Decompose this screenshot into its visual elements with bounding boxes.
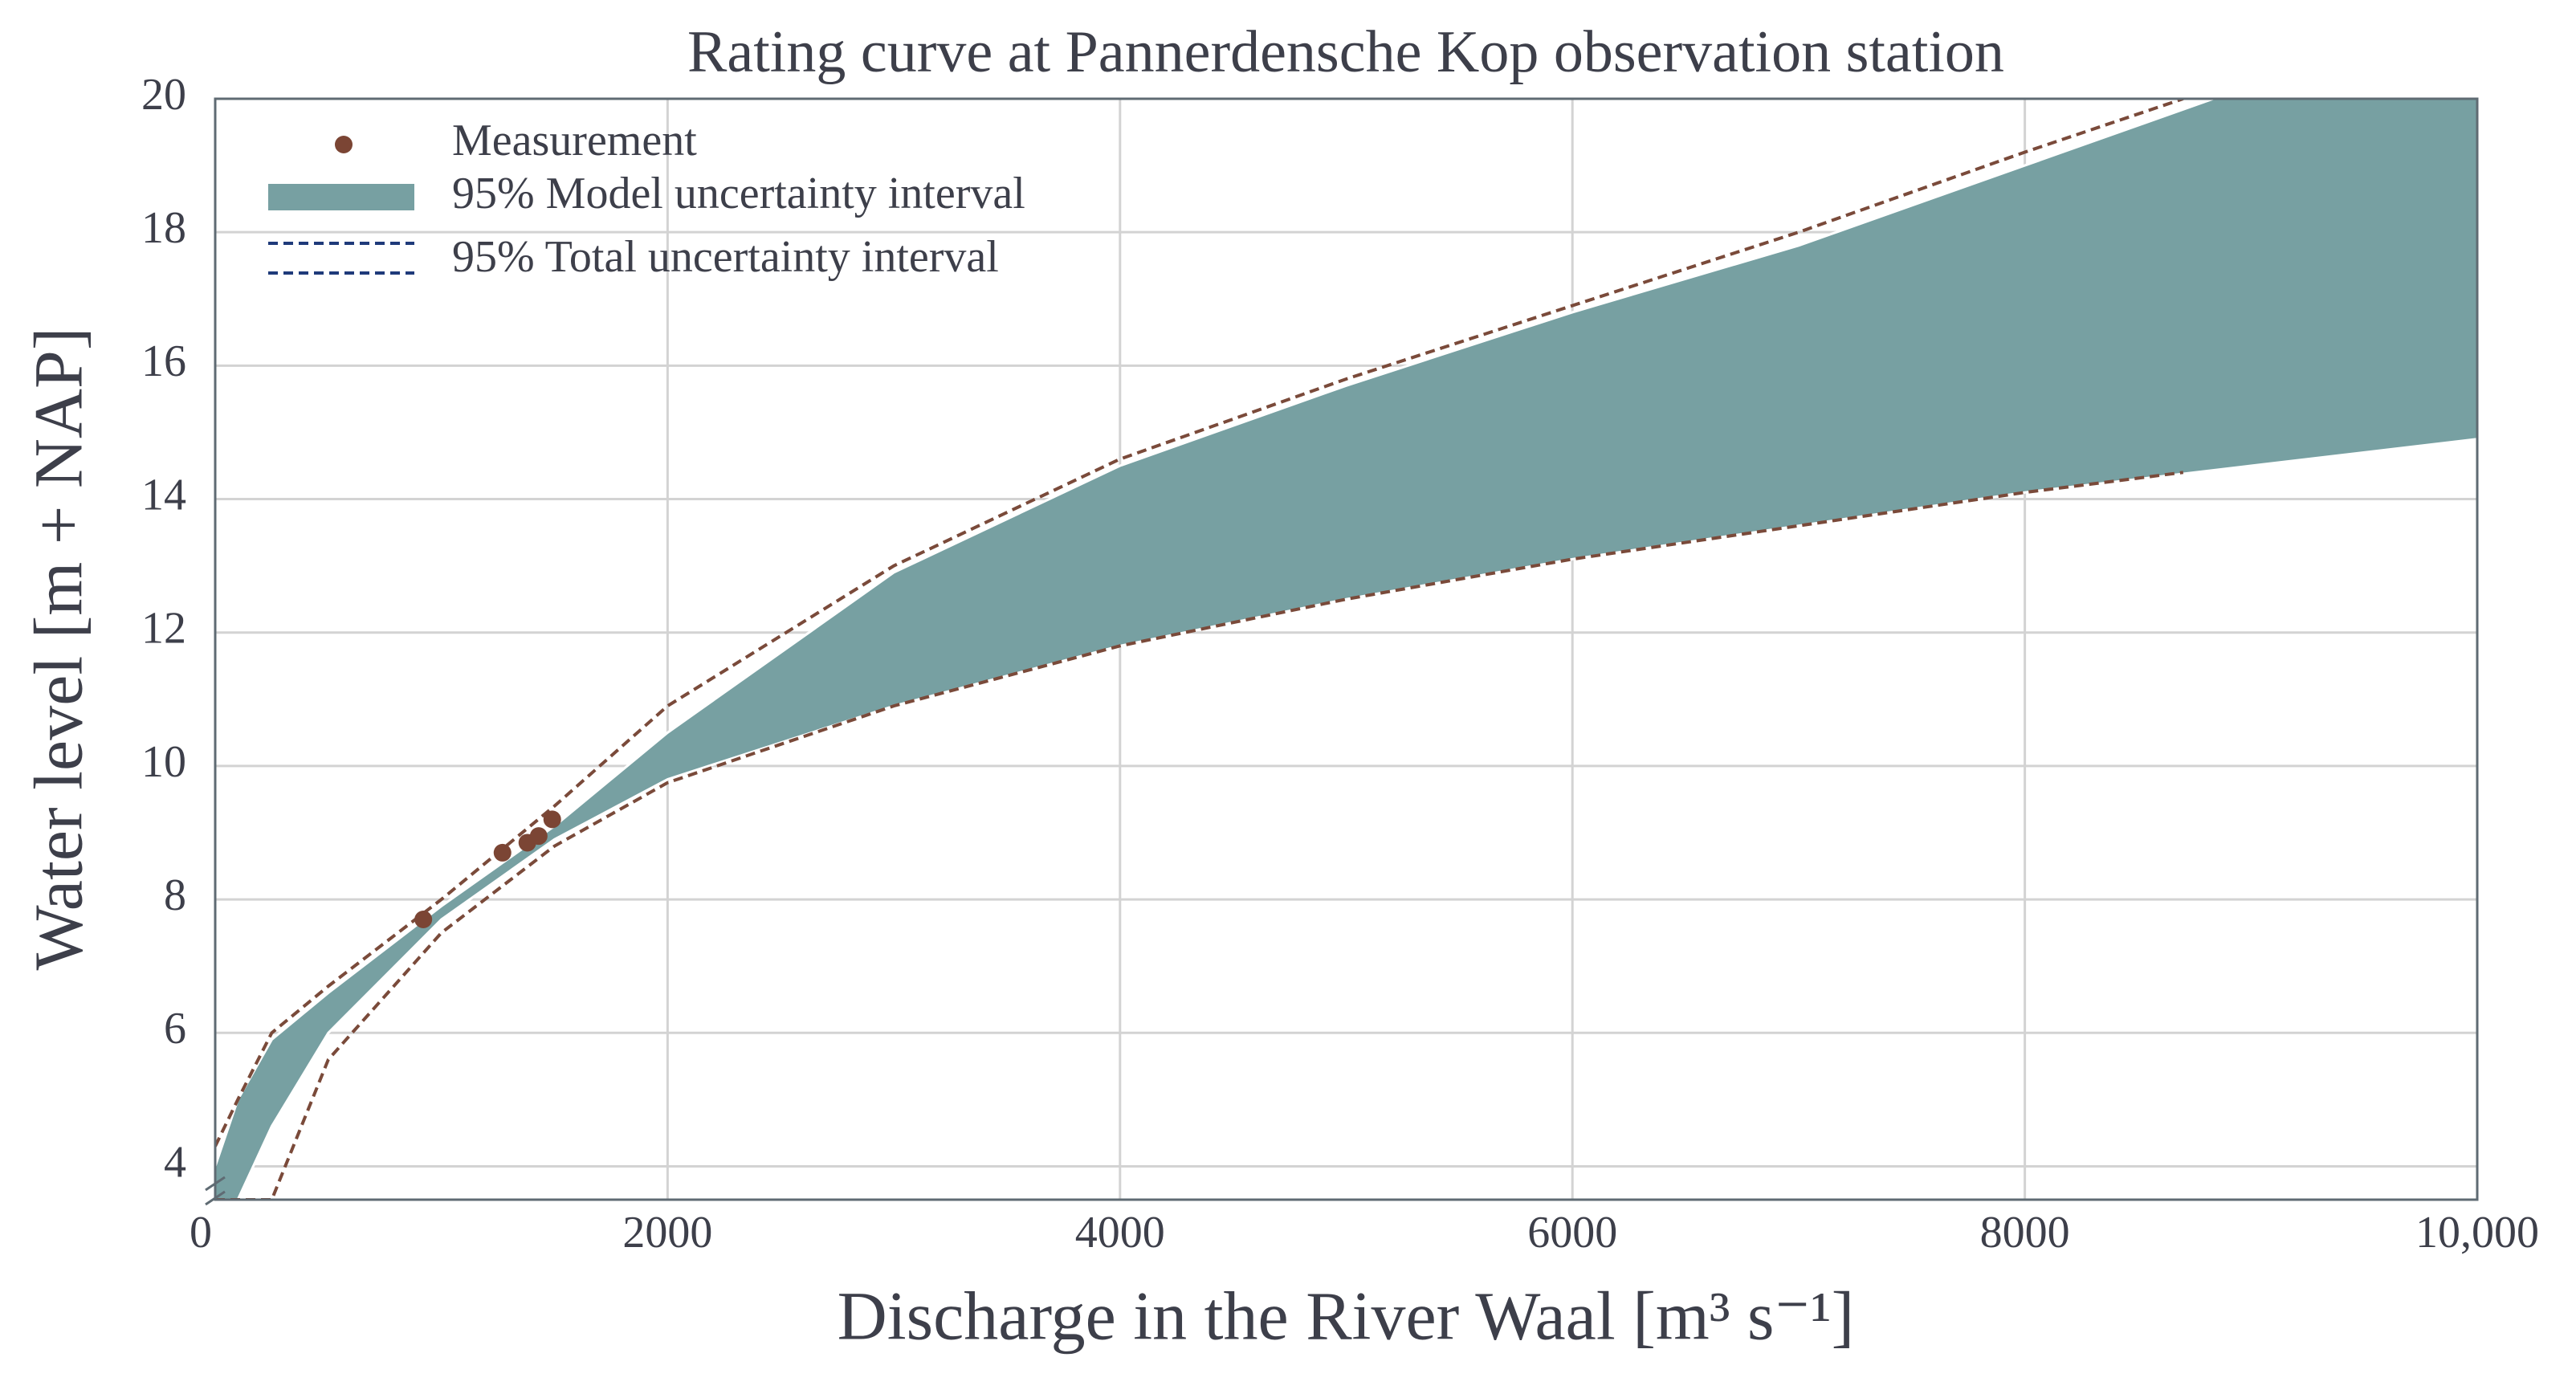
axis-break	[205, 1176, 226, 1206]
measurement-point	[414, 911, 433, 929]
legend-label: Measurement	[452, 116, 697, 165]
measurement-point	[493, 843, 512, 862]
measurement-point	[529, 827, 548, 846]
legend-label: 95% Model uncertainty interval	[452, 169, 1025, 218]
y-tick-label: 20	[141, 70, 186, 120]
y-tick-label: 10	[141, 737, 186, 787]
legend-marker	[335, 136, 353, 153]
ticks: 0 2000 4000 6000 8000 10,000 4 6 8 10 12 14 16 18 20	[141, 70, 2539, 1257]
total-interval-lower	[215, 471, 2184, 1200]
chart-title: Rating curve at Pannerdensche Kop observ…	[687, 19, 2004, 85]
x-tick-label: 6000	[1527, 1208, 1617, 1257]
y-tick-label: 16	[141, 336, 186, 386]
y-tick-label: 18	[141, 203, 186, 253]
x-tick-label: 8000	[1980, 1208, 2070, 1257]
x-tick-label: 10,000	[2415, 1208, 2539, 1257]
y-tick-label: 6	[164, 1004, 186, 1054]
x-tick-label: 4000	[1075, 1208, 1165, 1257]
x-axis-label: Discharge in the River Waal [m³ s⁻¹]	[838, 1278, 1855, 1355]
x-tick-label: 0	[190, 1208, 212, 1257]
legend-label: 95% Total uncertainty interval	[452, 232, 999, 282]
total-interval-upper	[215, 99, 2184, 1147]
measurement-point	[543, 810, 561, 829]
plot-frame	[214, 97, 2479, 1201]
y-axis-label: Water level [m + NAP]	[20, 327, 97, 970]
y-tick-label: 12	[141, 604, 186, 654]
plot-area	[215, 99, 2477, 1200]
y-tick-label: 4	[164, 1137, 186, 1187]
y-tick-label: 14	[141, 470, 186, 520]
y-tick-label: 8	[164, 870, 186, 920]
legend-swatch	[268, 184, 414, 210]
x-tick-label: 2000	[622, 1208, 712, 1257]
